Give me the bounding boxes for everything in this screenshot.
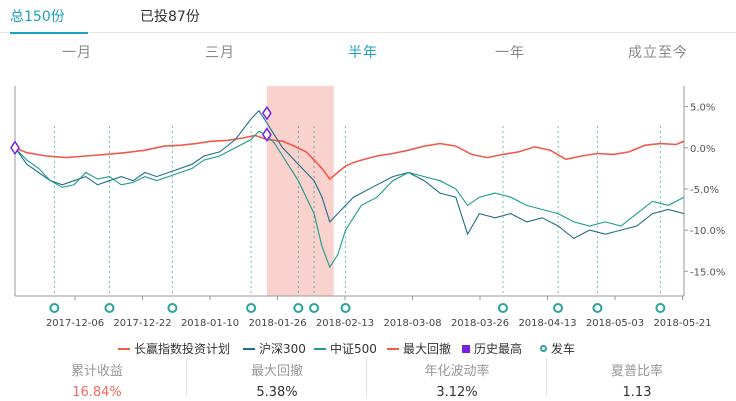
signal-marker [592, 303, 603, 313]
stat-divider [186, 358, 187, 396]
legend-high: 历史最高 [462, 340, 522, 357]
high-marker [261, 127, 272, 142]
series-plan [14, 134, 685, 181]
x-tick-label: 2018-01-10 [181, 318, 239, 329]
range-tab-1y[interactable]: 一年 [495, 45, 525, 61]
x-tick-label: 2018-02-13 [316, 318, 374, 329]
signal-marker [167, 303, 178, 313]
y-tick-label: 5.0% [690, 103, 715, 114]
stat-divider [546, 358, 547, 396]
x-tick-label: 2017-12-22 [113, 318, 171, 329]
stat-total-return: 累计收益 16.84% [22, 360, 172, 400]
legend-zz500-swatch [314, 347, 326, 350]
range-tab-all[interactable]: 成立至今 [628, 45, 688, 61]
performance-chart: 5.0% 0.0% -5.0% -10.0% -15.0% 2017-12-06 2017-… [0, 80, 736, 340]
stat-max-drawdown: 最大回撤 5.38% [202, 360, 352, 400]
legend-plan: 长赢指数投资计划 [118, 340, 230, 357]
signal-marker [655, 303, 666, 313]
stats-bar: 累计收益 16.84% 最大回撤 5.38% 年化波动率 3.12% 夏普比率 … [0, 356, 736, 401]
x-tick-label: 2018-03-26 [451, 318, 509, 329]
legend-drawdown: 最大回撤 [387, 340, 451, 357]
x-tick-label: 2018-05-21 [653, 318, 711, 329]
legend-drawdown-swatch [387, 347, 399, 350]
legend-plan-label: 长赢指数投资计划 [134, 342, 231, 356]
signal-marker [246, 303, 257, 313]
high-marker [261, 105, 272, 121]
series-hs300 [14, 109, 685, 240]
signal-marker [293, 303, 304, 313]
legend-hs300-label: 沪深300 [259, 342, 306, 356]
legend-hs300-swatch [243, 347, 255, 350]
signal-marker [49, 303, 60, 313]
range-tab-1m[interactable]: 一月 [62, 45, 92, 61]
legend-plan-swatch [118, 347, 130, 350]
legend-hs300: 沪深300 [243, 340, 306, 357]
signal-marker [340, 303, 351, 313]
stat-volatility-value: 3.12% [436, 385, 478, 400]
top-tabs: 总150份 已投87份 [0, 0, 736, 34]
signal-marker [309, 303, 320, 313]
legend-high-label: 历史最高 [474, 342, 523, 356]
x-tick-label: 2018-04-13 [518, 318, 576, 329]
legend-signal-swatch [540, 345, 547, 352]
signal-marker [104, 303, 115, 313]
tab-total[interactable]: 总150份 [10, 6, 88, 34]
legend-zz500-label: 中证500 [330, 342, 377, 356]
legend-signal-label: 发车 [551, 342, 576, 356]
range-tab-6m[interactable]: 半年 [348, 45, 378, 61]
stat-total-return-value: 16.84% [72, 385, 122, 400]
stat-sharpe-value: 1.13 [622, 385, 652, 400]
x-tick-label: 2017-12-06 [46, 318, 104, 329]
stat-sharpe: 夏普比率 1.13 [562, 360, 712, 400]
series-zz500 [14, 130, 685, 269]
stat-max-drawdown-value: 5.38% [256, 385, 298, 400]
x-tick-label: 2018-01-26 [248, 318, 306, 329]
chart-svg: 5.0% 0.0% -5.0% -10.0% -15.0% 2017-12-06 2017-… [10, 86, 725, 329]
high-marker [10, 140, 20, 156]
legend: 长赢指数投资计划 沪深300 中证500 最大回撤 历史最高 发车 [0, 338, 736, 356]
stat-max-drawdown-label: 最大回撤 [250, 364, 303, 379]
legend-drawdown-label: 最大回撤 [403, 342, 452, 356]
stat-divider [366, 358, 367, 396]
legend-signal: 发车 [540, 340, 575, 357]
legend-high-swatch [462, 344, 470, 353]
x-tick-label: 2018-05-03 [586, 318, 644, 329]
y-tick-label: -15.0% [690, 267, 725, 278]
y-tick-label: -5.0% [690, 185, 719, 196]
x-tick-label: 2018-03-08 [383, 318, 441, 329]
signal-marker [497, 303, 508, 313]
y-tick-label: 0.0% [690, 144, 715, 155]
stat-volatility-label: 年化波动率 [424, 364, 490, 379]
range-tab-3m[interactable]: 三月 [205, 45, 235, 61]
signal-marker [553, 303, 564, 313]
range-tabs: 一月 三月 半年 一年 成立至今 [0, 38, 736, 64]
stat-volatility: 年化波动率 3.12% [382, 360, 532, 400]
tab-invested[interactable]: 已投87份 [140, 9, 200, 25]
stat-total-return-label: 累计收益 [70, 364, 123, 379]
legend-zz500: 中证500 [314, 340, 377, 357]
drawdown-band [266, 86, 334, 296]
stat-sharpe-label: 夏普比率 [610, 364, 663, 379]
y-tick-label: -10.0% [690, 226, 725, 237]
